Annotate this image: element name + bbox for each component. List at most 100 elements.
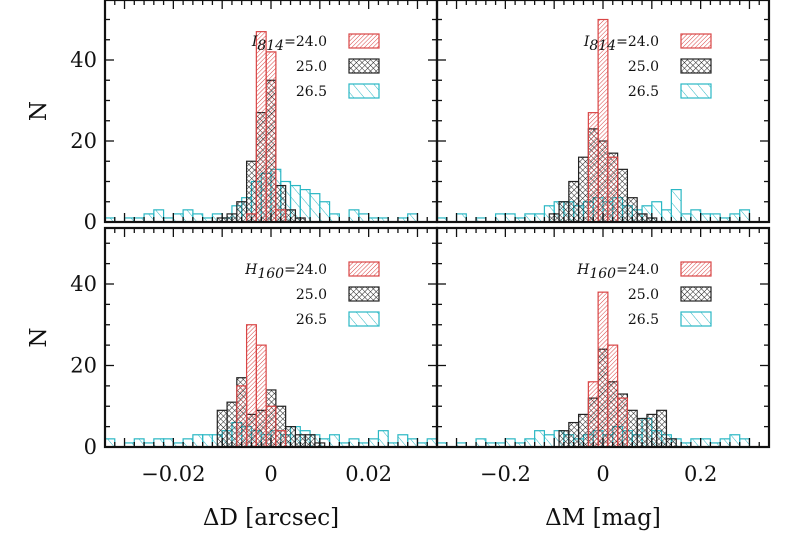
y-tick-label: 40 — [70, 48, 97, 72]
x-tick-label: 0.02 — [345, 462, 392, 486]
bar — [494, 213, 506, 223]
bar — [143, 213, 155, 223]
bar — [153, 438, 165, 448]
bar — [534, 430, 546, 448]
legend-label: I814=24.0 — [583, 34, 659, 54]
x-tick-label: −0.2 — [480, 462, 531, 486]
x-axis-title: ΔD [arcsec] — [203, 505, 339, 531]
bar — [319, 201, 331, 223]
bar — [719, 438, 731, 448]
bar — [245, 160, 257, 223]
bar — [348, 438, 360, 448]
bar — [587, 381, 599, 448]
x-tick-label: 0 — [596, 462, 609, 486]
bar — [182, 209, 194, 223]
bar — [348, 209, 360, 223]
bar — [455, 213, 467, 223]
legend-label: H160=24.0 — [576, 262, 659, 282]
bar — [617, 168, 629, 223]
legend-swatch — [348, 33, 380, 49]
legend-label: 26.5 — [628, 84, 659, 100]
bar — [162, 438, 174, 448]
panel-top-right: I814=24.0 25.0 26.5 — [435, 0, 771, 224]
bar — [245, 324, 257, 448]
y-tick-label: 40 — [70, 272, 97, 296]
panel-bottom-right: −0.2 0 0.2 ΔM [mag] H160=24.0 25.0 26.5 — [435, 226, 771, 531]
series-24-0-bars — [587, 291, 629, 448]
legend-swatch — [680, 83, 712, 99]
bar — [328, 213, 340, 223]
bar — [202, 434, 214, 448]
bar — [407, 213, 419, 223]
legend-swatch — [348, 311, 380, 327]
bar — [236, 385, 248, 448]
y-tick-label: 20 — [70, 129, 97, 153]
bar — [133, 438, 145, 448]
bar — [504, 438, 516, 448]
bar — [680, 213, 692, 223]
bar — [739, 438, 751, 448]
bar — [426, 438, 438, 448]
bar — [587, 112, 599, 223]
bar — [607, 344, 619, 448]
legend-label: I814=24.0 — [251, 34, 327, 54]
legend-label: 25.0 — [296, 59, 327, 75]
bar — [656, 409, 668, 448]
bar — [568, 180, 580, 223]
legend-swatch — [680, 58, 712, 74]
legend-label: 26.5 — [296, 84, 327, 100]
legend-label: 25.0 — [628, 59, 659, 75]
x-tick-label: −0.02 — [141, 462, 205, 486]
bar — [368, 438, 380, 448]
bar — [597, 291, 609, 448]
legend-swatch — [680, 33, 712, 49]
bar — [729, 213, 741, 223]
legend-swatch — [680, 286, 712, 302]
bar — [299, 189, 311, 223]
bar — [172, 213, 184, 223]
bar — [182, 438, 194, 448]
y-axis-title: N — [26, 101, 52, 121]
bar — [607, 156, 619, 223]
bar — [524, 438, 536, 448]
legend-label: 26.5 — [628, 312, 659, 328]
legend-label: 25.0 — [296, 287, 327, 303]
legend-swatch — [680, 261, 712, 277]
bar — [660, 209, 672, 223]
legend-swatch — [680, 311, 712, 327]
bar — [153, 209, 165, 223]
legend-label: 25.0 — [628, 287, 659, 303]
legend-swatch — [348, 83, 380, 99]
bar — [265, 51, 277, 223]
legend-label: 26.5 — [296, 312, 327, 328]
bar — [255, 31, 267, 223]
bar — [309, 193, 321, 223]
bar — [739, 209, 751, 223]
bar — [226, 401, 238, 448]
bar — [504, 213, 516, 223]
legend-swatch — [348, 261, 380, 277]
bar — [543, 434, 555, 448]
legend-label: H160=24.0 — [244, 262, 327, 282]
bar — [377, 430, 389, 448]
bar — [709, 213, 721, 223]
bar — [690, 438, 702, 448]
bar — [192, 213, 204, 223]
y-tick-label: 20 — [70, 354, 97, 378]
x-tick-label: 0 — [264, 462, 277, 486]
bar — [104, 438, 116, 448]
y-tick-label: 0 — [84, 210, 97, 234]
bar — [626, 409, 638, 448]
bar — [534, 213, 546, 223]
legend: H160=24.0 25.0 26.5 — [244, 261, 380, 328]
bar — [670, 189, 682, 223]
bar — [700, 438, 712, 448]
bar — [577, 156, 589, 223]
bar — [328, 434, 340, 448]
y-tick-label: 0 — [84, 435, 97, 459]
bar — [617, 397, 629, 448]
bar — [690, 209, 702, 223]
legend: H160=24.0 25.0 26.5 — [576, 261, 712, 328]
